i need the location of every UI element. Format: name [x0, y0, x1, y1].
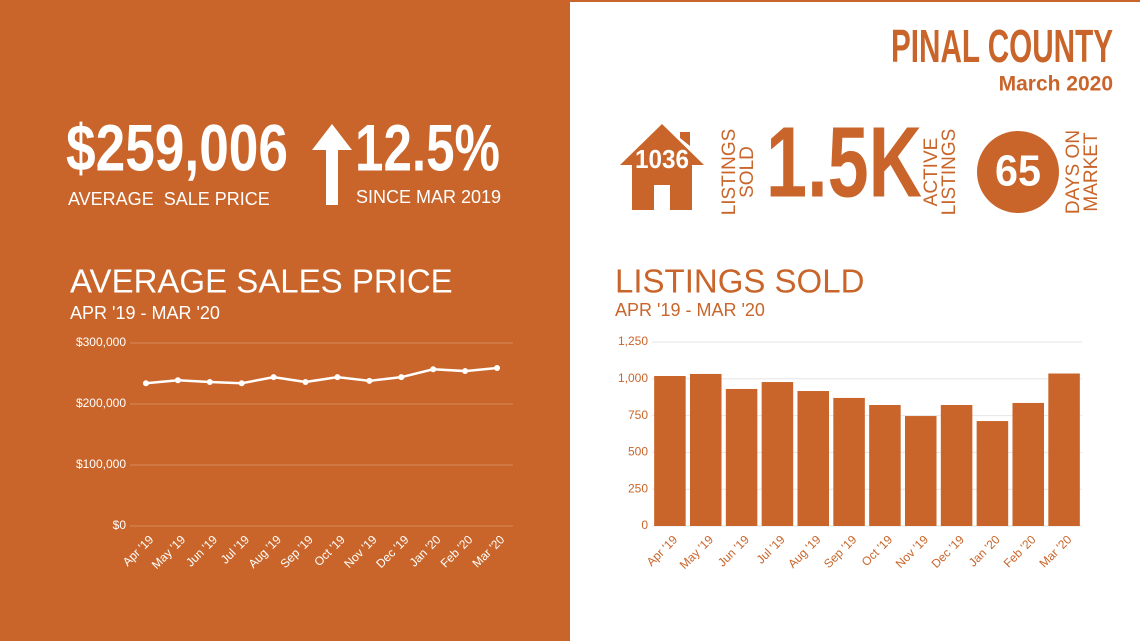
price-label: AVERAGE SALE PRICE — [68, 189, 270, 209]
house-icon — [620, 124, 704, 210]
y-tick-label: $200,000 — [76, 396, 126, 410]
y-tick-label: 500 — [628, 445, 648, 459]
active-label: LISTINGS — [939, 129, 960, 216]
left-panel — [0, 0, 570, 641]
y-tick-label: 1,000 — [618, 371, 648, 385]
chart-subtitle: APR '19 - MAR '20 — [615, 300, 765, 320]
bar — [797, 391, 830, 526]
sold-label: SOLD — [737, 146, 758, 198]
bar — [940, 405, 973, 526]
change-value: 12.5% — [355, 110, 500, 184]
y-tick-label: $100,000 — [76, 457, 126, 471]
point — [174, 377, 181, 384]
bar — [1048, 373, 1080, 526]
y-tick-label: 250 — [628, 481, 648, 495]
days-label: DAYS ON — [1063, 130, 1084, 214]
point — [270, 374, 277, 381]
point — [366, 377, 373, 384]
point — [142, 380, 149, 387]
right-panel — [570, 0, 1140, 641]
sold-label: LISTINGS — [719, 129, 740, 216]
y-tick-label: $300,000 — [76, 335, 126, 349]
days-value: 65 — [995, 147, 1041, 196]
bar — [976, 421, 1009, 526]
point — [334, 374, 341, 381]
bar — [869, 405, 901, 526]
chart-subtitle: APR '19 - MAR '20 — [70, 303, 220, 323]
point — [302, 379, 309, 386]
price-value: $259,006 — [66, 110, 288, 184]
point — [238, 380, 245, 387]
y-tick-label: 0 — [641, 518, 648, 532]
bar — [1012, 402, 1045, 526]
point — [206, 379, 213, 386]
point — [462, 368, 469, 375]
line — [145, 366, 498, 385]
chart-title: AVERAGE SALES PRICE — [70, 263, 453, 300]
y-tick-label: 750 — [628, 408, 648, 422]
bar — [654, 376, 686, 526]
y-tick-label: $0 — [113, 518, 127, 532]
y-tick-label: 1,250 — [618, 334, 648, 348]
point — [494, 365, 501, 372]
subtitle: March 2020 — [999, 73, 1113, 96]
change-label: SINCE MAR 2019 — [356, 187, 501, 207]
point — [430, 366, 437, 373]
bar — [761, 382, 794, 526]
active-value: 1.5K — [766, 106, 922, 218]
arrow-up — [312, 124, 352, 205]
chart-title: LISTINGS SOLD — [615, 263, 864, 300]
title: PINAL COUNTY — [891, 20, 1113, 72]
days-label: MARKET — [1081, 132, 1102, 212]
days-circle — [977, 131, 1059, 213]
bar — [725, 388, 758, 526]
bar — [689, 373, 722, 526]
bar — [833, 397, 865, 526]
active-label: ACTIVE — [921, 138, 942, 207]
point — [398, 374, 405, 381]
bar — [904, 416, 937, 526]
sold-value: 1036 — [635, 144, 689, 174]
